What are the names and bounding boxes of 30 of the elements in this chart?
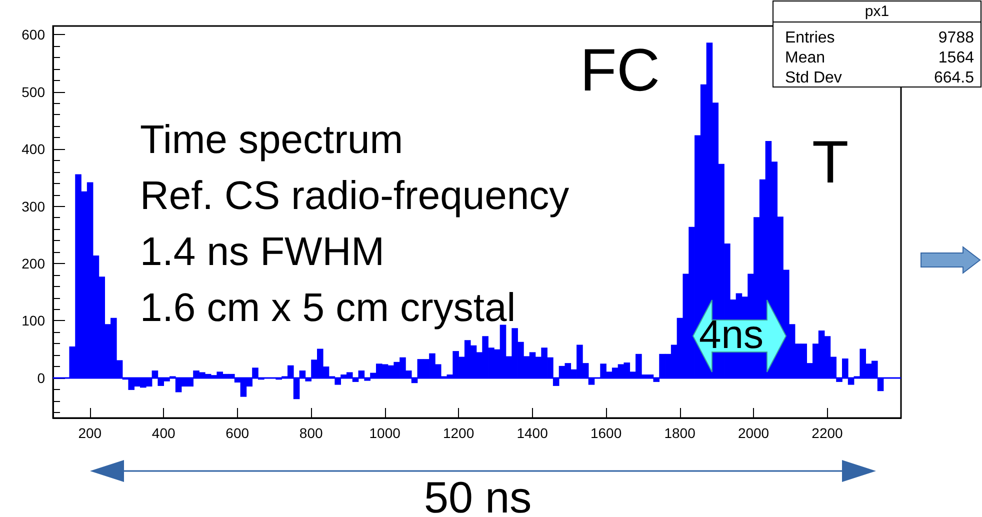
text: 9788 xyxy=(938,30,974,46)
y-tick-label: 300 xyxy=(22,198,46,214)
x-tick-label: 1400 xyxy=(516,425,548,441)
annotation: Time spectrum Ref. CS radio-frequency 1.4 ns FWHM 1.6 cm x 5 cm crystal xyxy=(140,118,570,330)
text: px1 xyxy=(864,3,890,20)
annotation: T xyxy=(812,128,849,196)
annotation: Std Dev xyxy=(785,70,842,86)
x-tick-label: 1000 xyxy=(369,425,401,441)
text: 50 ns xyxy=(424,474,532,517)
y-tick-label: 400 xyxy=(22,141,46,158)
y-tick-label: 100 xyxy=(22,312,46,329)
x-tick-label: 400 xyxy=(152,425,176,441)
x-tick-label: 1800 xyxy=(664,425,696,441)
annotation: FC xyxy=(580,36,660,104)
x-tick-label: 200 xyxy=(78,425,102,441)
x-tick-label: 1600 xyxy=(590,425,622,441)
x-tick-label: 2000 xyxy=(738,425,770,441)
x-tick-label: 2200 xyxy=(812,425,844,441)
annotation: Entries xyxy=(785,30,835,46)
x-tick-label: 600 xyxy=(226,425,250,441)
annotation: Mean xyxy=(785,50,826,66)
text: 664.5 xyxy=(934,70,974,86)
x-tick-label: 1200 xyxy=(442,425,474,441)
y-tick-label: 200 xyxy=(22,255,46,272)
y-tick-label: 500 xyxy=(22,84,46,100)
y-tick-label: 600 xyxy=(22,26,46,43)
text: 1564 xyxy=(938,50,974,66)
y-tick-label: 0 xyxy=(37,370,46,386)
annotation: 4ns xyxy=(699,313,764,357)
x-tick-label: 800 xyxy=(299,425,323,441)
